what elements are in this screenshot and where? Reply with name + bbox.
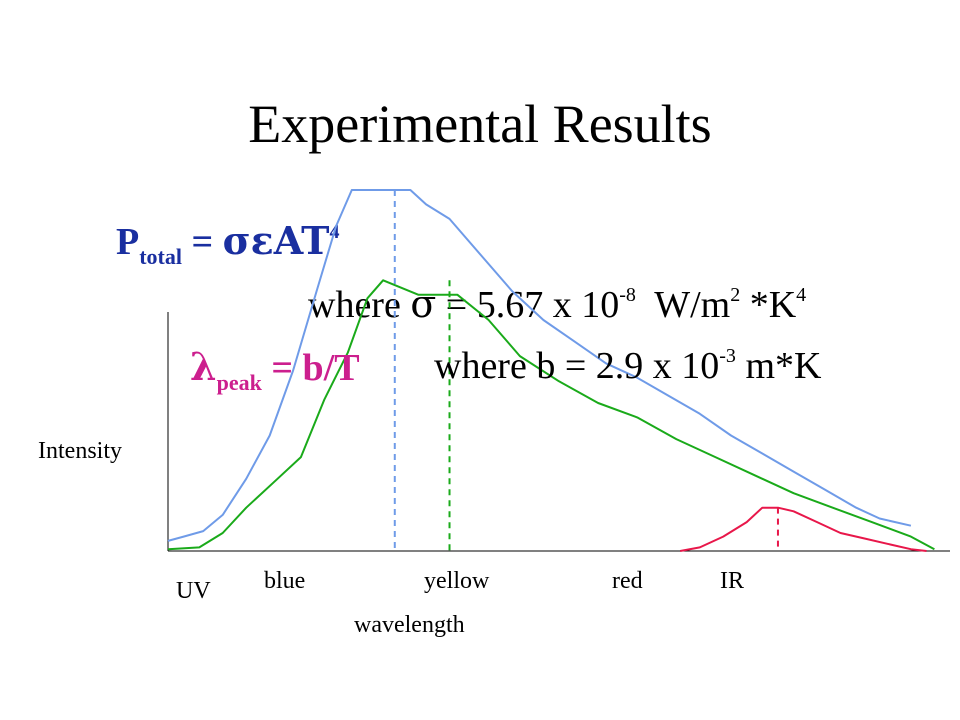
x-tick-label: IR (720, 568, 744, 594)
wien-units: m*K (745, 345, 822, 387)
lambda-subscript: peak (216, 370, 262, 395)
y-axis-label: Intensity (38, 438, 122, 464)
units-area-exponent: 2 (730, 284, 741, 306)
sigma-symbol: σ (410, 282, 437, 326)
wien-rhs: = b/T (271, 347, 360, 389)
units-kelvin: *K (749, 284, 797, 326)
x-tick-label: red (612, 568, 643, 594)
wien-exponent: -3 (719, 345, 736, 367)
x-axis-label: wavelength (354, 612, 465, 638)
units-area: W/m (654, 284, 731, 326)
spectrum-curve-2 (680, 506, 927, 552)
sigma-value: 5.67 x 10 (476, 284, 620, 326)
wien-where-text: where b = 2.9 x 10 (434, 345, 720, 387)
spectrum-curve-1 (167, 279, 935, 551)
slide-title: Experimental Results (248, 94, 712, 154)
stefan-constant-line: where σ = 5.67 x 10-8 W/m2 *K4 (308, 282, 806, 327)
sigma-exponent: -8 (619, 284, 636, 306)
lambda-symbol: λ (190, 344, 217, 389)
equals-sign: = (191, 221, 214, 263)
formula-symbols: σεAT (222, 218, 330, 263)
where-prefix: where (308, 284, 401, 326)
power-symbol: P (116, 221, 140, 263)
wien-formula: λpeak = b/T (190, 344, 360, 395)
x-tick-label: yellow (424, 568, 490, 594)
x-tick-label: blue (264, 568, 306, 594)
x-tick-label: UV (176, 578, 211, 604)
wien-constant-line: where b = 2.9 x 10-3 m*K (434, 344, 821, 388)
units-kelvin-exponent: 4 (796, 284, 807, 306)
power-subscript: total (139, 244, 182, 269)
spectrum-curve-0 (167, 189, 912, 542)
